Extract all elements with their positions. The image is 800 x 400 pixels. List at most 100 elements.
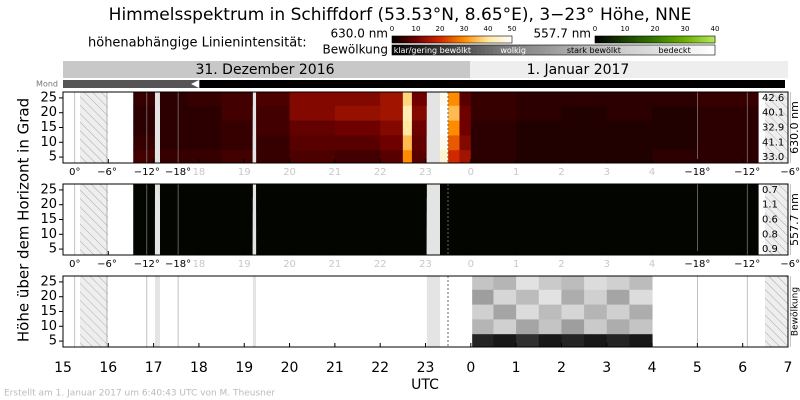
heatmap-cell: [493, 318, 517, 335]
colorbar-step: [484, 36, 487, 43]
cloud-bar-step: [521, 45, 526, 55]
colorbar-step: [470, 36, 473, 43]
heatmap-cell: [256, 120, 291, 136]
colorbar-step: [398, 36, 401, 43]
heatmap-cell: [606, 184, 653, 198]
strip-hour-label: 1: [513, 167, 519, 178]
colorbar-step: [418, 36, 421, 43]
colorbar-step: [430, 36, 433, 43]
cloud-bar-step: [529, 45, 534, 55]
heatmap-cell: [470, 226, 517, 243]
cloud-bar-step: [581, 45, 587, 55]
heatmap-cell: [133, 120, 156, 136]
cloud-bar-step: [706, 45, 712, 55]
strip-hour-label: 22: [374, 167, 387, 178]
x-tick-label: 4: [648, 360, 657, 376]
cloud-bar-step: [537, 45, 542, 55]
x-tick-label: 19: [235, 360, 253, 376]
heatmap-cell: [516, 120, 562, 136]
heatmap-cell: [652, 105, 698, 121]
row-value: 42.6: [762, 93, 784, 104]
cloud-bar-step: [601, 45, 607, 55]
colorbar-step: [641, 36, 644, 43]
heatmap-cell: [538, 333, 562, 347]
strip-hour-label: 21: [329, 259, 342, 270]
colorbar-step: [643, 36, 646, 43]
colorbar-step: [677, 36, 680, 43]
colorbar-step: [442, 36, 445, 43]
heatmap-cell: [334, 184, 381, 198]
heatmap-cell: [472, 333, 494, 347]
heatmap-cell: [334, 212, 381, 228]
heatmap-cell: [516, 105, 562, 121]
heatmap-cell: [159, 226, 189, 243]
heatmap-cell: [606, 134, 653, 151]
colorbar-step: [659, 36, 662, 43]
heatmap-cell: [159, 134, 189, 151]
y-tick-label: 10: [40, 319, 57, 334]
heatmap-cell: [402, 241, 413, 255]
cloud-bar-step: [682, 45, 688, 55]
x-tick-label: 18: [190, 360, 208, 376]
colorbar-step: [458, 36, 461, 43]
colorbar-step: [699, 36, 702, 43]
colorbar-step: [713, 36, 716, 43]
y-tick-label: 25: [40, 182, 57, 197]
heatmap-cell: [459, 212, 472, 228]
moon-label: Mond: [36, 80, 58, 89]
heatmap-cell: [697, 184, 759, 198]
heatmap-cell: [561, 197, 608, 213]
colorbar-step: [500, 36, 503, 43]
heatmap-cell: [221, 105, 254, 121]
cloud-bar-step: [436, 45, 441, 55]
row-value: 32.9: [762, 123, 784, 134]
heatmap-cell: [411, 241, 428, 255]
heatmap-cell: [411, 226, 428, 243]
cloud-bar-step: [658, 45, 663, 55]
cloud-bar-step: [670, 45, 675, 55]
heatmap-cell: [159, 149, 189, 163]
heatmap-cell: [697, 197, 759, 213]
colorbar-step: [420, 36, 423, 43]
heatmap-cell: [652, 184, 698, 198]
heatmap-cell: [629, 276, 653, 290]
cloud-bar-step: [662, 45, 667, 55]
heatmap-cell: [221, 92, 254, 106]
colorbar-step: [625, 36, 628, 43]
cloud-bar-step: [509, 45, 514, 55]
x-tick-label: 2: [557, 360, 566, 376]
colorbar-tick-label: 20: [436, 25, 445, 33]
x-tick-label: 21: [326, 360, 344, 376]
heatmap-cell: [440, 105, 449, 121]
colorbar-step: [673, 36, 676, 43]
cloud-bar-step: [496, 45, 502, 55]
y-tick-label: 25: [40, 90, 57, 105]
colorbar-frame: [391, 35, 513, 44]
heatmap-cell: [459, 197, 472, 213]
heatmap-cell: [289, 120, 336, 136]
cloud-bar-step: [476, 45, 482, 55]
strip-hour-label: 4: [649, 167, 655, 178]
heatmap-cell: [606, 276, 630, 290]
cloud-bar-step: [541, 45, 546, 55]
heatmap-cell: [411, 120, 428, 136]
heatmap-cell: [652, 92, 698, 106]
colorbar-step: [629, 36, 632, 43]
colorbar-step: [460, 36, 463, 43]
heatmap-cell: [516, 184, 562, 198]
colorbar-step: [651, 36, 654, 43]
date-band: [470, 61, 788, 78]
sun-elevation-label: −12°: [134, 167, 160, 178]
heatmap-cell: [606, 92, 653, 106]
heatmap-cell: [697, 134, 759, 151]
strip-hour-label: 20: [283, 167, 296, 178]
colorbar-step: [697, 36, 700, 43]
cloud-bar-step: [420, 45, 425, 55]
colorbar-step: [510, 36, 513, 43]
cloud-bar-step: [610, 45, 615, 55]
heatmap-cell: [221, 197, 254, 213]
heatmap-cell: [187, 120, 223, 136]
heatmap-cell: [516, 241, 562, 255]
cloud-bar-step: [561, 45, 566, 55]
colorbar-step: [446, 36, 449, 43]
